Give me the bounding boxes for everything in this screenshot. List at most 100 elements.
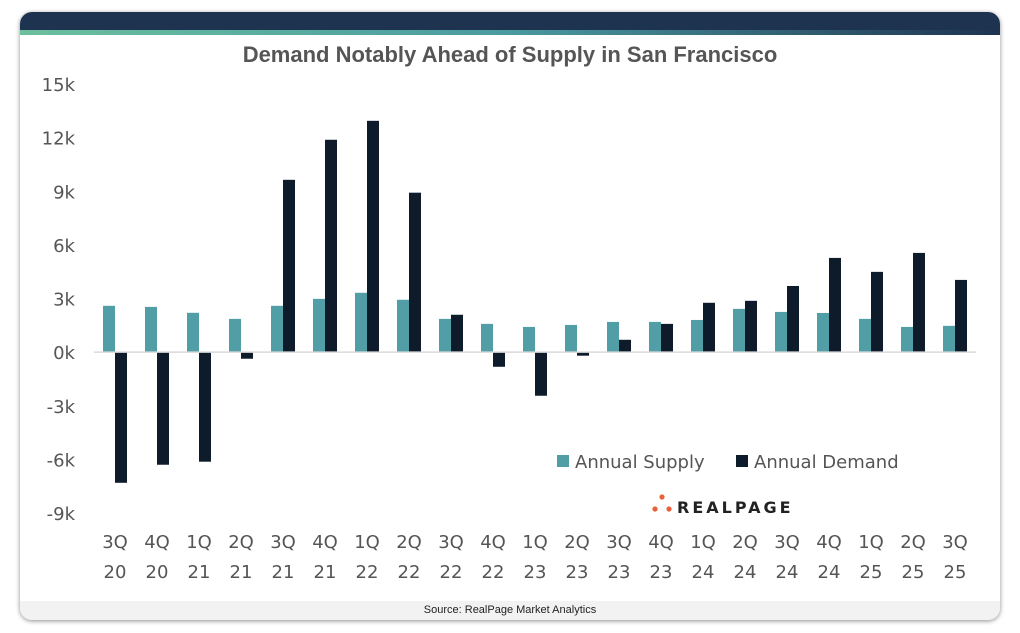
- bar-supply: [691, 319, 703, 353]
- y-tick-label: 12k: [42, 129, 76, 150]
- x-tick-label: 2Q: [732, 532, 758, 553]
- chart-title: Demand Notably Ahead of Supply in San Fr…: [243, 42, 778, 67]
- x-tick-label: 25: [902, 562, 925, 583]
- x-tick-label: 3Q: [606, 532, 632, 553]
- y-tick-label: -9k: [47, 504, 76, 525]
- bar-supply: [607, 321, 619, 353]
- x-tick-label: 3Q: [102, 532, 128, 553]
- realpage-logo: REALPAGE: [652, 494, 794, 517]
- bar-demand: [535, 352, 547, 396]
- x-tick-label: 1Q: [522, 532, 548, 553]
- bar-demand: [241, 352, 253, 359]
- header-accent-strip: [20, 30, 1000, 35]
- x-tick-label: 22: [482, 562, 505, 583]
- legend-label-supply: Annual Supply: [575, 452, 705, 473]
- bar-demand: [283, 179, 295, 353]
- logo-dot: [652, 506, 658, 512]
- x-tick-label: 21: [272, 562, 295, 583]
- x-tick-label: 4Q: [144, 532, 170, 553]
- bar-demand: [157, 352, 169, 465]
- logo-text: REALPAGE: [677, 498, 794, 517]
- x-tick-label: 3Q: [270, 532, 296, 553]
- legend: Annual Supply Annual Demand: [557, 452, 899, 473]
- bar-supply: [313, 298, 325, 353]
- x-tick-label: 22: [398, 562, 421, 583]
- x-tick-label: 2Q: [900, 532, 926, 553]
- x-tick-label: 25: [860, 562, 883, 583]
- bar-demand: [913, 252, 925, 353]
- bar-demand: [829, 257, 841, 353]
- y-tick-label: 6k: [53, 236, 75, 257]
- bar-demand: [577, 352, 589, 356]
- y-tick-label: -6k: [47, 450, 76, 471]
- bar-demand: [451, 314, 463, 353]
- bar-supply: [649, 321, 661, 353]
- bar-supply: [523, 326, 535, 353]
- x-tick-label: 2Q: [564, 532, 590, 553]
- bar-demand: [199, 352, 211, 462]
- y-tick-label: 15k: [42, 75, 76, 96]
- x-tick-label: 22: [440, 562, 463, 583]
- header-bar: [20, 12, 1000, 30]
- x-tick-label: 23: [524, 562, 547, 583]
- bar-demand: [661, 323, 673, 353]
- x-tick-label: 20: [146, 562, 169, 583]
- x-tick-label: 25: [944, 562, 967, 583]
- x-tick-label: 21: [230, 562, 253, 583]
- x-tick-label: 2Q: [396, 532, 422, 553]
- x-tick-label: 24: [692, 562, 715, 583]
- x-tick-label: 4Q: [648, 532, 674, 553]
- x-tick-label: 4Q: [816, 532, 842, 553]
- bar-supply: [103, 305, 115, 353]
- bar-demand: [325, 139, 337, 353]
- bar-demand: [703, 302, 715, 353]
- bar-supply: [943, 325, 955, 353]
- bar-supply: [439, 318, 451, 353]
- legend-swatch-demand: [736, 455, 748, 467]
- x-tick-label: 1Q: [690, 532, 716, 553]
- bar-supply: [775, 311, 787, 353]
- x-tick-label: 1Q: [858, 532, 884, 553]
- x-tick-label: 1Q: [354, 532, 380, 553]
- bar-supply: [733, 308, 745, 353]
- y-tick-label: 9k: [53, 182, 75, 203]
- bar-demand: [367, 120, 379, 353]
- bar-supply: [817, 312, 829, 353]
- x-tick-label: 20: [104, 562, 127, 583]
- bar-demand: [409, 192, 421, 353]
- bar-supply: [481, 323, 493, 353]
- y-tick-label: -3k: [47, 397, 76, 418]
- bar-demand: [787, 285, 799, 353]
- legend-swatch-supply: [557, 455, 569, 467]
- x-tick-label: 24: [776, 562, 799, 583]
- x-tick-label: 24: [734, 562, 757, 583]
- x-tick-label: 1Q: [186, 532, 212, 553]
- bar-demand: [493, 352, 505, 367]
- bar-demand: [955, 279, 967, 353]
- x-tick-label: 22: [356, 562, 379, 583]
- bar-supply: [901, 326, 913, 353]
- x-tick-label: 23: [608, 562, 631, 583]
- x-tick-label: 21: [188, 562, 211, 583]
- y-tick-label: 0k: [53, 343, 75, 364]
- bar-demand: [871, 271, 883, 353]
- x-tick-label: 2Q: [228, 532, 254, 553]
- x-tick-label: 3Q: [774, 532, 800, 553]
- logo-dot: [666, 506, 672, 512]
- y-tick-label: 3k: [53, 290, 75, 311]
- bar-supply: [859, 318, 871, 353]
- bar-demand: [115, 352, 127, 483]
- bar-supply: [397, 299, 409, 353]
- bar-supply: [145, 306, 157, 353]
- x-tick-label: 3Q: [942, 532, 968, 553]
- bar-demand: [619, 339, 631, 353]
- bar-supply: [565, 324, 577, 353]
- logo-dot: [659, 494, 665, 500]
- x-tick-label: 3Q: [438, 532, 464, 553]
- x-tick-label: 24: [818, 562, 841, 583]
- legend-label-demand: Annual Demand: [754, 452, 899, 473]
- x-tick-label: 4Q: [312, 532, 338, 553]
- bar-supply: [187, 312, 199, 353]
- source-footer: Source: RealPage Market Analytics: [20, 601, 1000, 620]
